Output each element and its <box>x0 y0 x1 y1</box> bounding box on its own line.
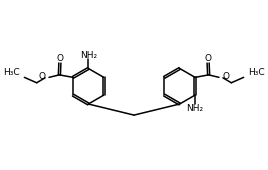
Text: NH₂: NH₂ <box>187 104 204 113</box>
Text: O: O <box>205 54 212 63</box>
Text: O: O <box>56 54 63 63</box>
Text: H₃C: H₃C <box>3 68 19 77</box>
Text: H₃C: H₃C <box>249 68 265 77</box>
Text: O: O <box>39 72 46 81</box>
Text: O: O <box>222 72 229 81</box>
Text: NH₂: NH₂ <box>80 51 97 60</box>
